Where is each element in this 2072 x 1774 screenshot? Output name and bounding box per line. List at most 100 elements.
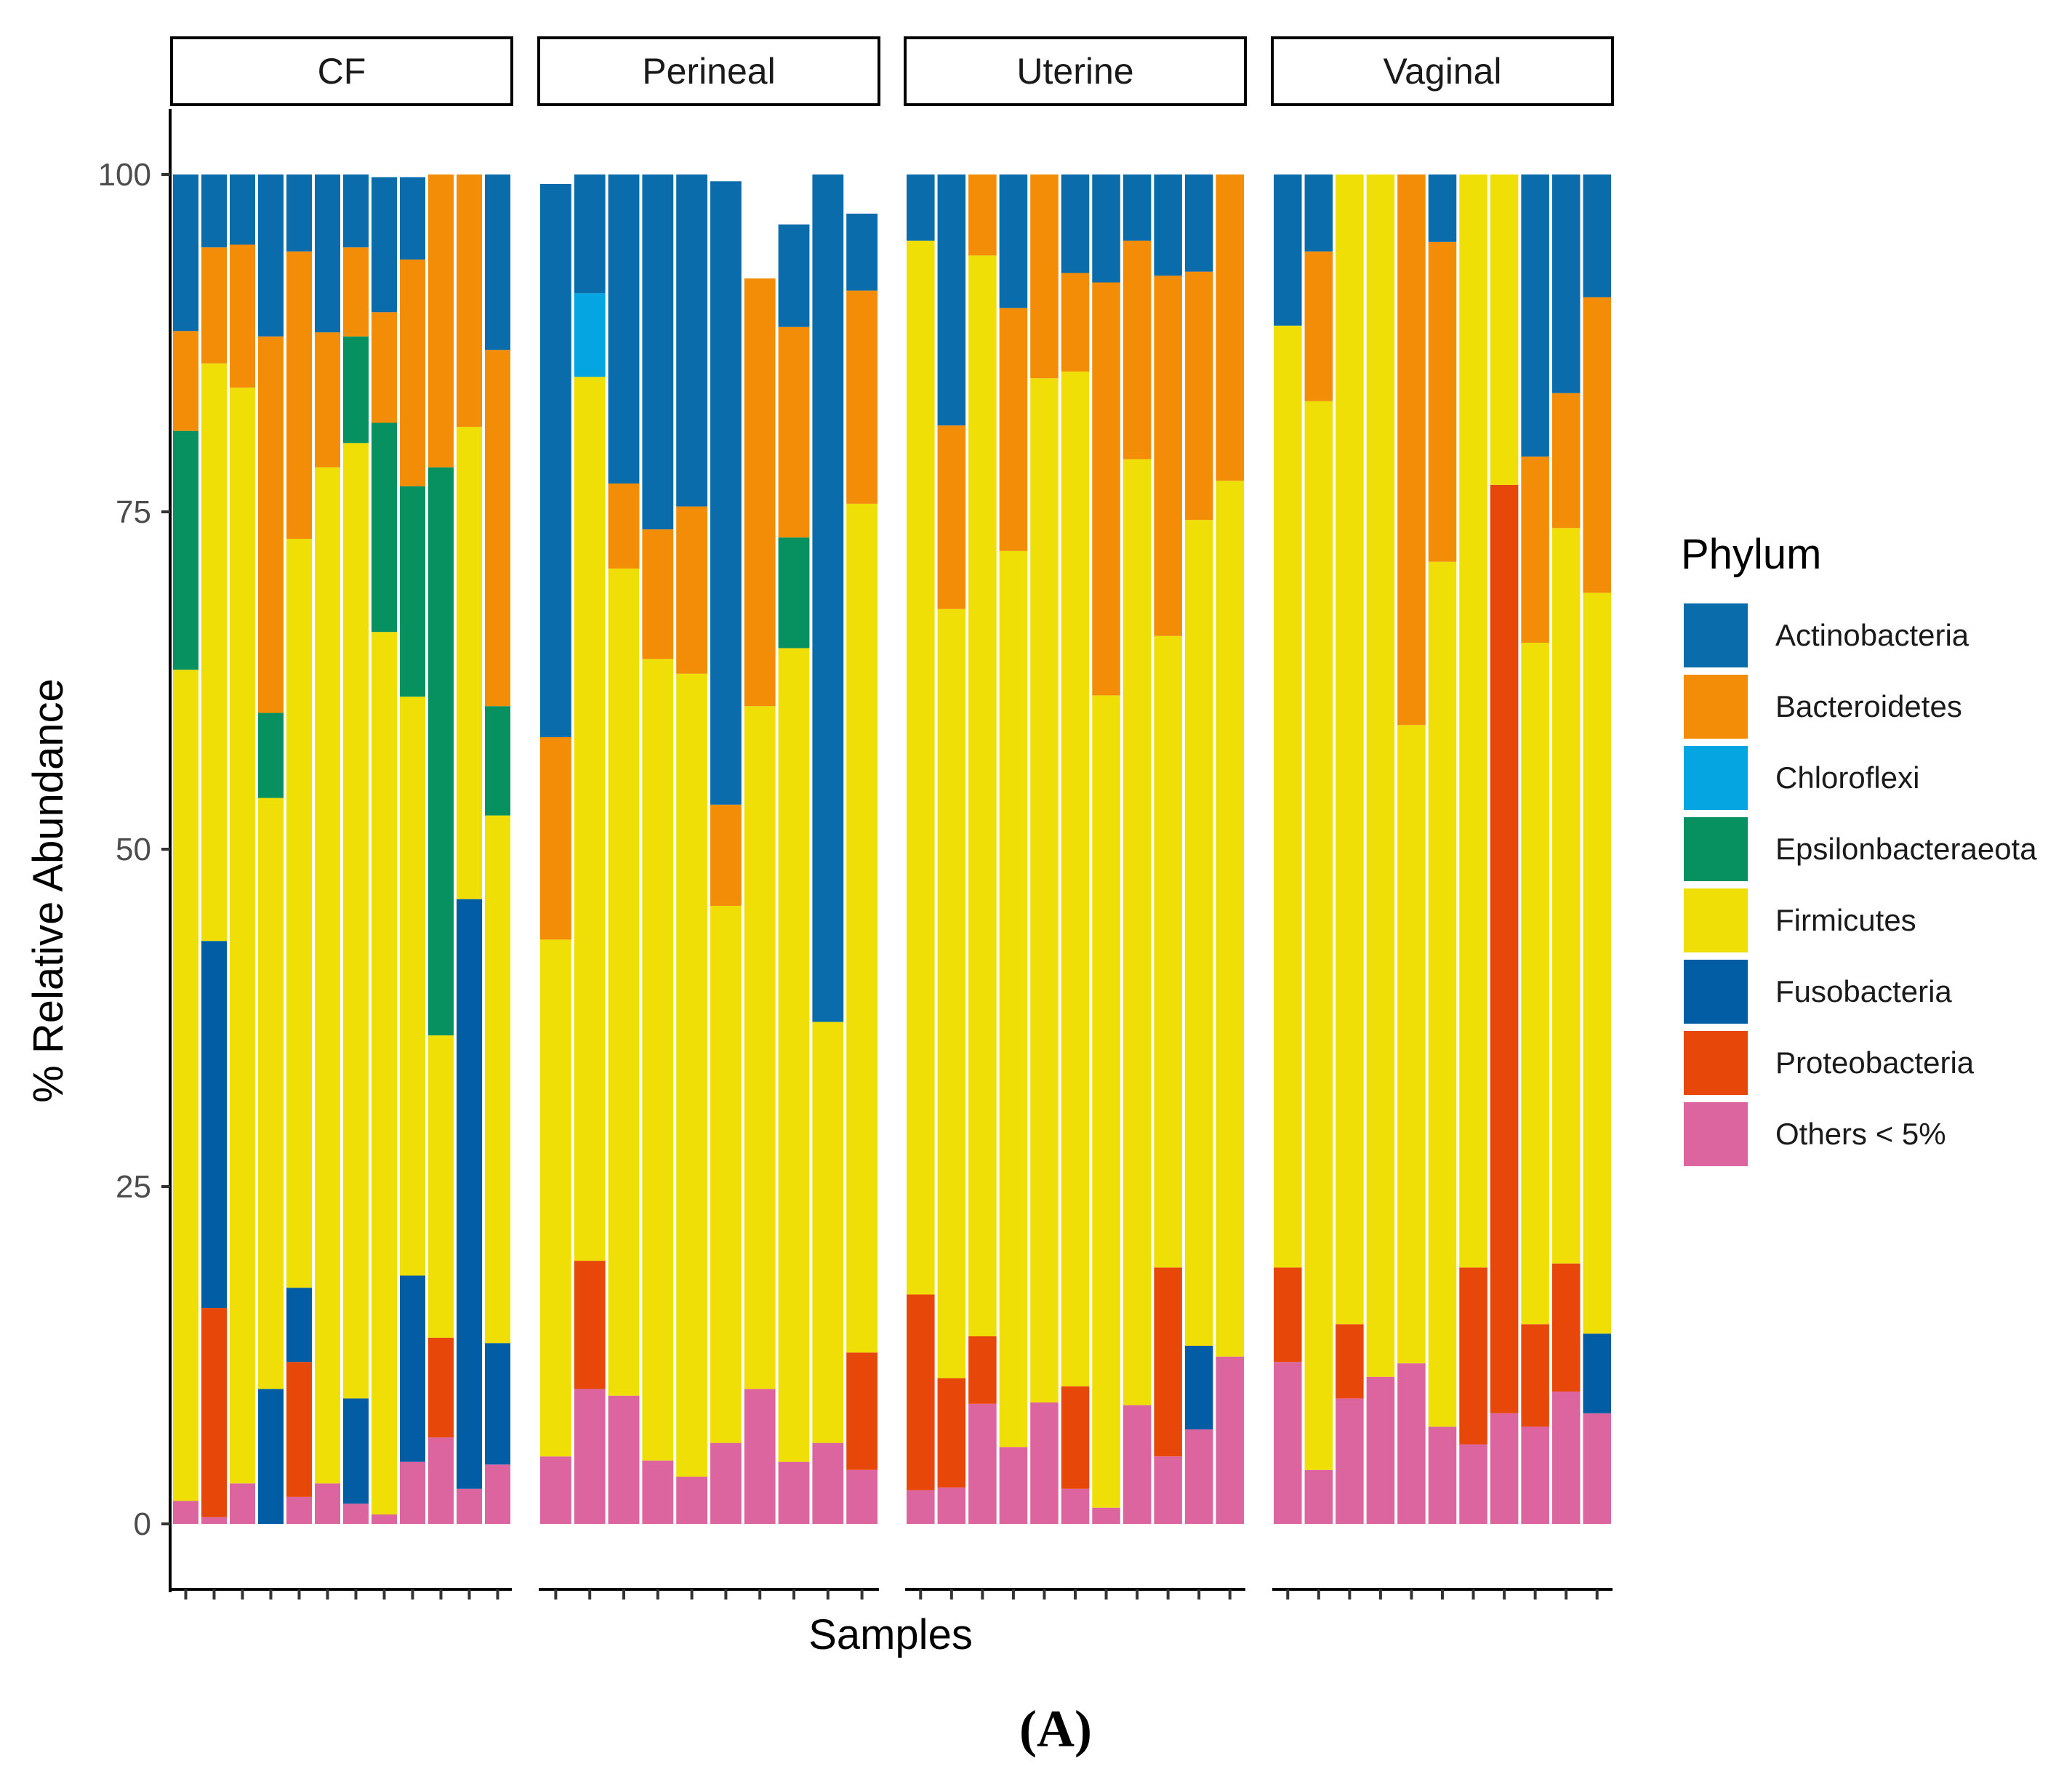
bar-segment xyxy=(642,1460,674,1524)
bar-segment xyxy=(778,224,810,327)
y-tick-label: 100 xyxy=(98,157,151,193)
bar-segment xyxy=(286,174,312,252)
bar-segment xyxy=(1154,635,1182,1268)
bar-segment xyxy=(1123,174,1152,241)
bar-segment xyxy=(1061,1488,1090,1524)
y-ticks: 0 25 50 75 100 xyxy=(98,157,170,1542)
bar-segment xyxy=(258,798,284,1389)
bar-segment xyxy=(1366,1376,1395,1524)
bar-segment xyxy=(1216,1356,1244,1524)
bar-segment xyxy=(1274,174,1302,326)
bar-segment xyxy=(258,336,284,713)
bar-segment xyxy=(485,350,510,707)
bar-segment xyxy=(812,1022,844,1443)
bar-segment xyxy=(1184,520,1213,1346)
bar-segment xyxy=(1428,241,1457,562)
bar-segment xyxy=(428,1437,454,1524)
bar-segment xyxy=(812,174,844,1022)
legend-title: Phylum xyxy=(1681,531,1821,578)
bar-segment xyxy=(400,486,425,697)
bar-segment xyxy=(173,1501,198,1524)
bar-segment xyxy=(778,1461,810,1524)
bar-segment xyxy=(457,427,482,899)
bar-segment xyxy=(485,174,510,350)
bar-segment xyxy=(812,1442,844,1524)
bar-segment xyxy=(1030,174,1059,379)
bar-segment xyxy=(1490,484,1519,1413)
bar-segment xyxy=(201,174,227,248)
bar-segment xyxy=(676,506,707,674)
bar-segment xyxy=(778,326,810,538)
bar-segment xyxy=(1274,1267,1302,1362)
bar-segment xyxy=(173,670,198,1501)
bar-segment xyxy=(1123,459,1152,1405)
bar-segment xyxy=(286,539,312,1288)
bar-segment xyxy=(258,713,284,798)
bar-segment xyxy=(485,1464,510,1524)
legend-key xyxy=(1684,817,1748,881)
bar-segment xyxy=(372,312,397,423)
y-tick-label: 25 xyxy=(116,1169,151,1205)
x-axis-title: Samples xyxy=(808,1611,973,1658)
bar-segment xyxy=(540,737,571,940)
bar-segment xyxy=(937,174,966,426)
bar-segment xyxy=(1428,174,1457,242)
bar-segment xyxy=(1123,240,1152,459)
bar-segment xyxy=(968,1403,997,1524)
y-tick-label: 0 xyxy=(134,1506,151,1542)
bar-segment xyxy=(315,1483,340,1524)
bar-segment xyxy=(230,244,255,388)
facet-strips: CF Perineal Uterine Vaginal xyxy=(170,36,1614,106)
legend-label: Others < 5% xyxy=(1775,1117,1946,1151)
bar-segment xyxy=(343,1504,369,1524)
bar-segment xyxy=(428,467,454,1036)
bar-segment xyxy=(1551,174,1581,393)
bar-segment xyxy=(457,899,482,1489)
bar-segment xyxy=(457,1488,482,1524)
bar-segment xyxy=(1336,1398,1364,1524)
bar-segment xyxy=(1092,695,1120,1508)
bar-segment xyxy=(1304,174,1333,252)
bar-segment xyxy=(937,1487,966,1524)
bar-segment xyxy=(201,247,227,364)
bar-segment xyxy=(315,332,340,467)
bar-segment xyxy=(315,467,340,1484)
legend-label: Bacteroidetes xyxy=(1775,689,1962,723)
bar-segment xyxy=(1397,174,1426,726)
bar-segment xyxy=(1061,174,1090,273)
bar-segment xyxy=(230,388,255,1484)
bar-segment xyxy=(968,1336,997,1404)
bar-segment xyxy=(173,430,198,670)
bar-segment xyxy=(999,308,1028,551)
bar-segment xyxy=(372,632,397,1515)
bar-segment xyxy=(710,1442,742,1524)
bar-segment xyxy=(846,290,878,504)
y-tick-label: 75 xyxy=(116,494,151,530)
legend-key xyxy=(1684,960,1748,1024)
bar-segment xyxy=(258,1389,284,1524)
bar-segment xyxy=(400,1461,425,1524)
bar-segment xyxy=(372,1514,397,1524)
bar-segment xyxy=(999,1447,1028,1524)
bar-segment xyxy=(710,804,742,906)
legend-key xyxy=(1684,1031,1748,1095)
bar-segment xyxy=(574,1389,606,1524)
bar-segment xyxy=(258,174,284,337)
bar-segment xyxy=(846,503,878,1353)
bar-segment xyxy=(201,1308,227,1517)
bar-segment xyxy=(1521,456,1549,643)
bar-segment xyxy=(1490,1413,1519,1524)
bar-segment xyxy=(1304,401,1333,1470)
bar-segment xyxy=(710,905,742,1443)
bar-segment xyxy=(846,1469,878,1524)
legend-label: Fusobacteria xyxy=(1775,974,1952,1008)
bar-segment xyxy=(1216,481,1244,1357)
bar-segment xyxy=(343,1398,369,1504)
bar-segment xyxy=(1366,174,1395,1377)
legend-key xyxy=(1684,888,1748,952)
bar-segment xyxy=(1397,725,1426,1364)
legend-label: Chloroflexi xyxy=(1775,760,1919,795)
bar-segment xyxy=(1092,282,1120,696)
bar-segment xyxy=(1336,1324,1364,1399)
x-axes xyxy=(172,1588,1613,1600)
